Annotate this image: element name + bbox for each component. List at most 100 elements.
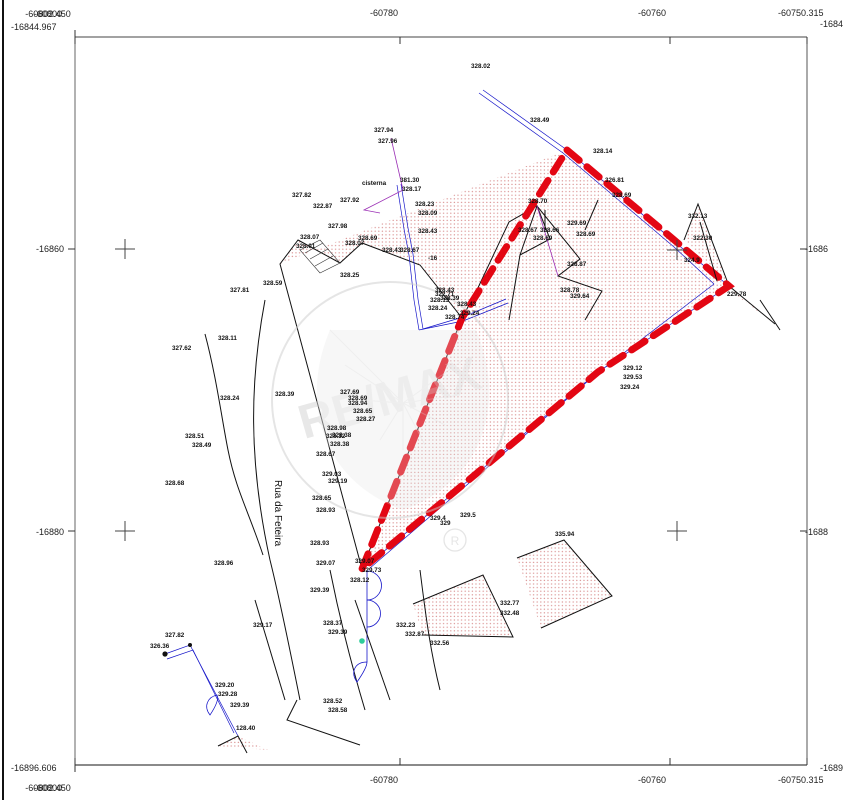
svg-text:328.69: 328.69 [612,192,632,199]
svg-text:-16: -16 [428,255,438,262]
svg-text:332.13: 332.13 [688,213,708,220]
svg-text:328.13: 328.13 [430,297,450,304]
svg-text:324.9: 324.9 [684,257,700,264]
svg-text:329.39: 329.39 [230,702,250,709]
svg-text:-60750.315: -60750.315 [778,775,824,785]
svg-text:328.49: 328.49 [530,117,550,124]
svg-text:328.23: 328.23 [415,201,435,208]
svg-text:R: R [451,534,460,548]
svg-text:326.36: 326.36 [150,643,170,650]
svg-text:328.65: 328.65 [353,408,373,415]
svg-text:329.53: 329.53 [623,374,643,381]
svg-text:-16880: -16880 [36,527,64,537]
svg-text:-60750.315: -60750.315 [778,8,824,18]
svg-text:328.27: 328.27 [356,416,376,423]
svg-text:332.48: 332.48 [500,610,520,617]
svg-text:328.65: 328.65 [312,495,332,502]
svg-text:329.39: 329.39 [328,629,348,636]
svg-text:328.67: 328.67 [518,227,538,234]
svg-text:329.17: 329.17 [253,622,273,629]
svg-text:cisterna: cisterna [362,180,387,187]
svg-text:327.92: 327.92 [340,197,360,204]
svg-text:328.38: 328.38 [330,441,350,448]
svg-text:328.43: 328.43 [418,228,438,235]
svg-text:229.78: 229.78 [727,291,747,298]
svg-text:328.58: 328.58 [328,707,348,714]
svg-text:329.28: 329.28 [218,691,238,698]
svg-text:328.69: 328.69 [576,231,596,238]
svg-text:328.14: 328.14 [593,148,613,155]
svg-text:328.67: 328.67 [316,451,336,458]
svg-text:328.43: 328.43 [382,247,402,254]
svg-text:328.37: 328.37 [323,620,343,627]
svg-text:327.69: 327.69 [340,389,360,396]
svg-text:-16860: -16860 [36,244,64,254]
svg-text:-60760: -60760 [638,775,666,785]
svg-text:328.49: 328.49 [192,442,212,449]
svg-text:322.30: 322.30 [693,235,713,242]
svg-text:329.24: 329.24 [620,384,640,391]
svg-text:328.01: 328.01 [296,243,316,250]
svg-text:328.69: 328.69 [358,235,378,242]
svg-text:329.73: 329.73 [362,567,382,574]
svg-text:328.87: 328.87 [567,261,587,268]
svg-text:328.70: 328.70 [528,198,548,205]
svg-text:327.81: 327.81 [230,287,250,294]
svg-text:328.96: 328.96 [214,560,234,567]
svg-text:328.39: 328.39 [275,391,295,398]
svg-text:329: 329 [440,520,451,527]
svg-text:328.11: 328.11 [218,335,237,342]
svg-text:328.67: 328.67 [400,247,420,254]
svg-text:329.07: 329.07 [355,558,375,565]
svg-text:327.94: 327.94 [374,127,394,134]
svg-text:327.98: 327.98 [328,223,348,230]
svg-text:328.93: 328.93 [310,540,330,547]
svg-text:322.87: 322.87 [313,203,333,210]
svg-text:329.39: 329.39 [310,587,330,594]
svg-text:328.12: 328.12 [350,577,370,584]
svg-text:328.07: 328.07 [300,234,320,241]
svg-text:-16896.606: -16896.606 [11,763,57,773]
svg-text:-60800: -60800 [34,783,62,793]
svg-text:-1686: -1686 [805,244,828,254]
svg-text:328.51: 328.51 [185,433,205,440]
svg-text:328.74: 328.74 [445,314,465,321]
svg-text:-60760: -60760 [638,8,666,18]
svg-text:327.62: 327.62 [172,345,192,352]
svg-text:328.09: 328.09 [418,210,438,217]
svg-text:328.93: 328.93 [316,507,336,514]
svg-text:327.82: 327.82 [292,192,312,199]
svg-text:-60780: -60780 [370,8,398,18]
svg-text:332.56: 332.56 [430,640,450,647]
svg-text:-16844.967: -16844.967 [11,22,57,32]
svg-text:128.40: 128.40 [236,725,256,732]
svg-text:-1689: -1689 [820,763,843,773]
svg-text:327.82: 327.82 [165,632,185,639]
svg-text:328.59: 328.59 [263,280,283,287]
svg-text:322.71: 322.71 [435,291,455,298]
svg-text:328.32: 328.32 [326,433,346,440]
svg-text:332.23: 332.23 [396,622,416,629]
svg-text:381.30: 381.30 [400,177,420,184]
svg-text:328.94: 328.94 [348,400,368,407]
svg-text:328.43: 328.43 [457,301,477,308]
svg-text:329.20: 329.20 [215,682,235,689]
svg-text:328.24: 328.24 [220,395,240,402]
svg-text:328.69: 328.69 [533,235,553,242]
svg-text:329.5: 329.5 [460,512,476,519]
svg-text:328.17: 328.17 [402,186,422,193]
svg-text:328.66: 328.66 [540,227,560,234]
svg-text:328.98: 328.98 [327,425,347,432]
svg-text:329.19: 329.19 [328,478,348,485]
svg-text:335.94: 335.94 [555,531,575,538]
svg-text:328.24: 328.24 [428,305,448,312]
svg-text:-1688: -1688 [805,527,828,537]
svg-text:329.64: 329.64 [570,293,590,300]
svg-text:328.52: 328.52 [323,698,343,705]
svg-text:326.81: 326.81 [605,177,625,184]
svg-text:Rua da Feteira: Rua da Feteira [272,480,283,547]
svg-text:332.77: 332.77 [500,600,520,607]
svg-text:-60800: -60800 [34,9,62,19]
svg-text:328.02: 328.02 [471,63,491,70]
svg-text:-1684: -1684 [820,19,843,29]
